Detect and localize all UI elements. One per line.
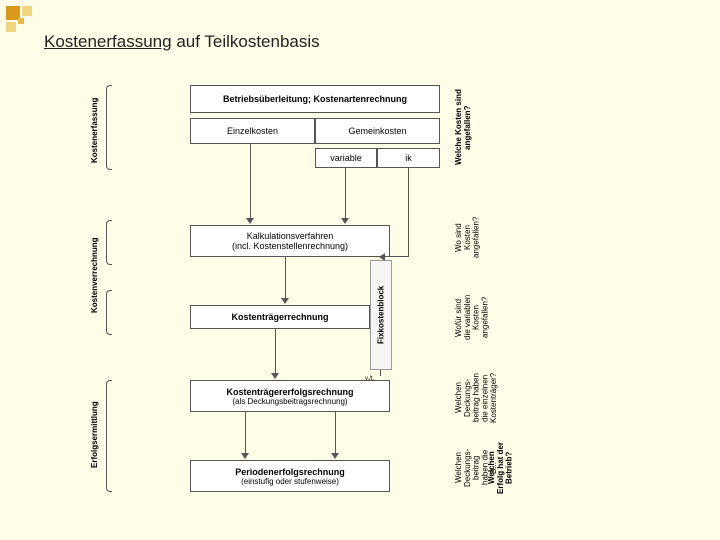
box-ik: ik [377, 148, 440, 168]
box-variable: variable [315, 148, 377, 168]
box-top: Betriebsüberleitung; Kostenartenrechnung [190, 85, 440, 113]
box-erfolg1: Kostenträgererfolgsrechnung (als Deckung… [190, 380, 390, 412]
kalk-text: Kalkulationsverfahren (incl. Kostenstell… [232, 231, 348, 251]
right-label-wofuer: Wofür sind die variablen Kosten angefall… [455, 285, 490, 350]
left-label-erfolg: Erfolgsermittlung [90, 380, 99, 490]
box-gemein: Gemeinkosten [315, 118, 440, 144]
left-label-erfassung: Kostenerfassung [90, 90, 99, 170]
right-label-erfolg: Welchen Erfolg hat der Betrieb? [488, 440, 514, 495]
brace-erfolg [106, 380, 112, 492]
box-traeger: Kostenträgerrechnung [190, 305, 370, 329]
box-fixblock: Fixkostenblock [370, 260, 392, 370]
erfolg1-main: Kostenträgererfolgsrechnung [226, 387, 353, 397]
box-einzel: Einzelkosten [190, 118, 315, 144]
left-label-verrechnung: Kostenverrechnung [90, 220, 99, 330]
brace-erfassung [106, 85, 112, 170]
box-perioden: Periodenerfolgsrechnung (einstufig oder … [190, 460, 390, 492]
title-underlined: Kostenerfassung [44, 32, 172, 51]
brace-verrechnung2 [106, 290, 112, 335]
page-title: Kostenerfassung auf Teilkostenbasis [44, 32, 320, 52]
perioden-sub: (einstufig oder stufenweise) [241, 477, 339, 486]
brace-verrechnung [106, 220, 112, 265]
perioden-main: Periodenerfolgsrechnung [235, 467, 345, 477]
right-label-deckung1: Welchen Deckungs- beitrag haben die einz… [455, 368, 499, 428]
box-kalk: Kalkulationsverfahren (incl. Kostenstell… [190, 225, 390, 257]
right-label-welche: Welche Kosten sind angefallen? [455, 85, 473, 170]
right-label-wo: Wo sind Kosten angefallen? [455, 210, 481, 265]
title-rest: auf Teilkostenbasis [172, 32, 320, 51]
erfolg1-sub: (als Deckungsbeitragsrechnung) [232, 397, 347, 406]
flowchart: Kostenerfassung Kostenverrechnung Erfolg… [110, 80, 590, 520]
